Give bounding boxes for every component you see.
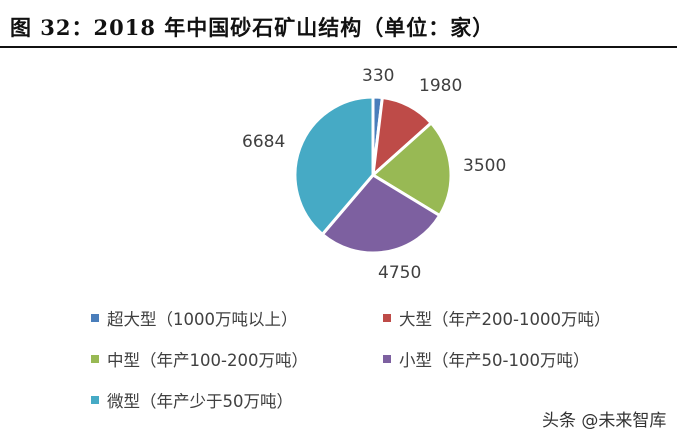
legend-item-super-large: 超大型（1000万吨以上） bbox=[91, 306, 298, 330]
legend-swatch bbox=[91, 396, 99, 404]
legend-item-micro: 微型（年产少于50万吨） bbox=[91, 388, 293, 412]
slice-micro bbox=[293, 95, 375, 236]
data-label-small: 4750 bbox=[378, 263, 422, 283]
data-label-large: 1980 bbox=[419, 76, 463, 96]
legend-swatch bbox=[91, 355, 99, 363]
data-label-micro: 6684 bbox=[242, 132, 286, 152]
legend-item-large: 大型（年产200-1000万吨） bbox=[383, 306, 610, 330]
legend-item-medium: 中型（年产100-200万吨） bbox=[91, 347, 308, 371]
legend-label: 微型（年产少于50万吨） bbox=[107, 392, 293, 411]
watermark: 头条 @未来智库 bbox=[542, 411, 667, 431]
legend-swatch bbox=[383, 314, 391, 322]
legend-swatch bbox=[383, 355, 391, 363]
figure-title: 图 32：2018 年中国砂石矿山结构（单位：家） bbox=[10, 15, 495, 40]
data-label-super-large: 330 bbox=[362, 66, 395, 86]
legend-swatch bbox=[91, 314, 99, 322]
legend-label: 超大型（1000万吨以上） bbox=[107, 310, 298, 329]
legend-label: 中型（年产100-200万吨） bbox=[107, 351, 308, 370]
legend-item-small: 小型（年产50-100万吨） bbox=[383, 347, 589, 371]
title-divider bbox=[0, 46, 677, 48]
pie-slices bbox=[293, 95, 453, 255]
slice-small bbox=[320, 173, 442, 255]
legend-label: 小型（年产50-100万吨） bbox=[399, 351, 590, 370]
slice-medium bbox=[371, 121, 453, 218]
data-label-medium: 3500 bbox=[463, 156, 507, 176]
legend-label: 大型（年产200-1000万吨） bbox=[399, 310, 611, 329]
